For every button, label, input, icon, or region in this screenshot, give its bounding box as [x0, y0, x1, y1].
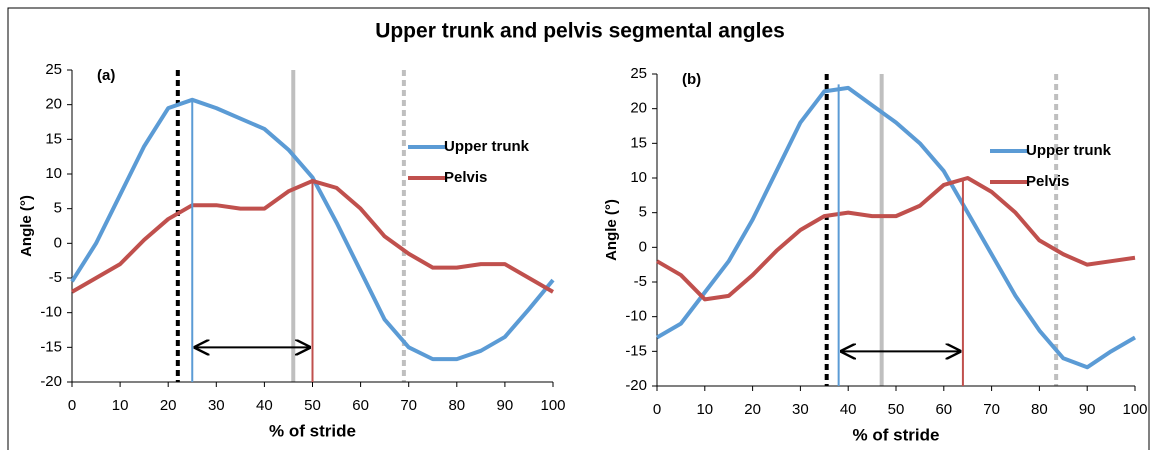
x-tick-label: 30 [792, 401, 809, 418]
y-tick-label: 5 [54, 200, 62, 217]
y-axis-label: Angle (°) [18, 195, 35, 257]
series-line [70, 97, 555, 362]
panel-label: (a) [97, 67, 115, 84]
x-tick-label: 100 [1122, 401, 1147, 418]
x-tick-label: 0 [68, 397, 76, 414]
x-tick-label: 50 [888, 401, 905, 418]
x-tick-label: 60 [935, 401, 952, 418]
y-tick-label: 0 [639, 238, 647, 255]
x-tick-label: 20 [160, 397, 177, 414]
y-tick-label: 10 [45, 165, 62, 182]
x-tick-label: 10 [696, 401, 713, 418]
x-tick-label: 40 [840, 401, 857, 418]
x-tick-label: 80 [448, 397, 465, 414]
y-tick-label: 15 [630, 134, 647, 151]
frame [7, 7, 1150, 450]
y-tick-label: 10 [630, 169, 647, 186]
x-axis-label: % of stride [853, 425, 940, 444]
y-tick-label: 5 [639, 204, 647, 221]
x-tick-label: 70 [400, 397, 417, 414]
y-tick-label: 25 [45, 61, 62, 78]
x-tick-label: 80 [1031, 401, 1048, 418]
x-tick-label: 0 [653, 401, 661, 418]
x-tick-label: 30 [208, 397, 225, 414]
y-axis-label: Angle (°) [603, 199, 620, 261]
legend-label: Pelvis [1026, 173, 1069, 190]
y-tick-label: -15 [625, 342, 647, 359]
x-tick-label: 100 [540, 397, 565, 414]
y-tick-label: -20 [625, 377, 647, 394]
x-tick-label: 20 [744, 401, 761, 418]
y-tick-label: -10 [625, 308, 647, 325]
y-tick-label: -20 [40, 373, 62, 390]
legend-label: Upper trunk [444, 138, 530, 155]
y-tick-label: 0 [54, 234, 62, 251]
y-tick-label: 20 [45, 96, 62, 113]
x-tick-label: 40 [256, 397, 273, 414]
panel-label: (b) [682, 71, 701, 88]
x-tick-label: 70 [983, 401, 1000, 418]
figure-title: Upper trunk and pelvis segmental angles [375, 20, 785, 43]
y-tick-label: 25 [630, 65, 647, 82]
y-tick-label: -5 [49, 269, 62, 286]
series-line [71, 178, 554, 294]
series-line [655, 176, 1136, 302]
x-tick-label: 50 [304, 397, 321, 414]
legend-label: Pelvis [444, 169, 487, 186]
x-axis-label: % of stride [269, 421, 356, 440]
series-line [655, 85, 1137, 370]
y-tick-label: -10 [40, 304, 62, 321]
y-tick-label: 15 [45, 130, 62, 147]
legend-label: Upper trunk [1026, 142, 1112, 159]
y-tick-label: -5 [634, 273, 647, 290]
x-tick-label: 60 [352, 397, 369, 414]
y-tick-label: -15 [40, 338, 62, 355]
y-tick-label: 20 [630, 100, 647, 117]
x-tick-label: 90 [497, 397, 514, 414]
x-tick-label: 10 [112, 397, 129, 414]
x-tick-label: 90 [1079, 401, 1096, 418]
